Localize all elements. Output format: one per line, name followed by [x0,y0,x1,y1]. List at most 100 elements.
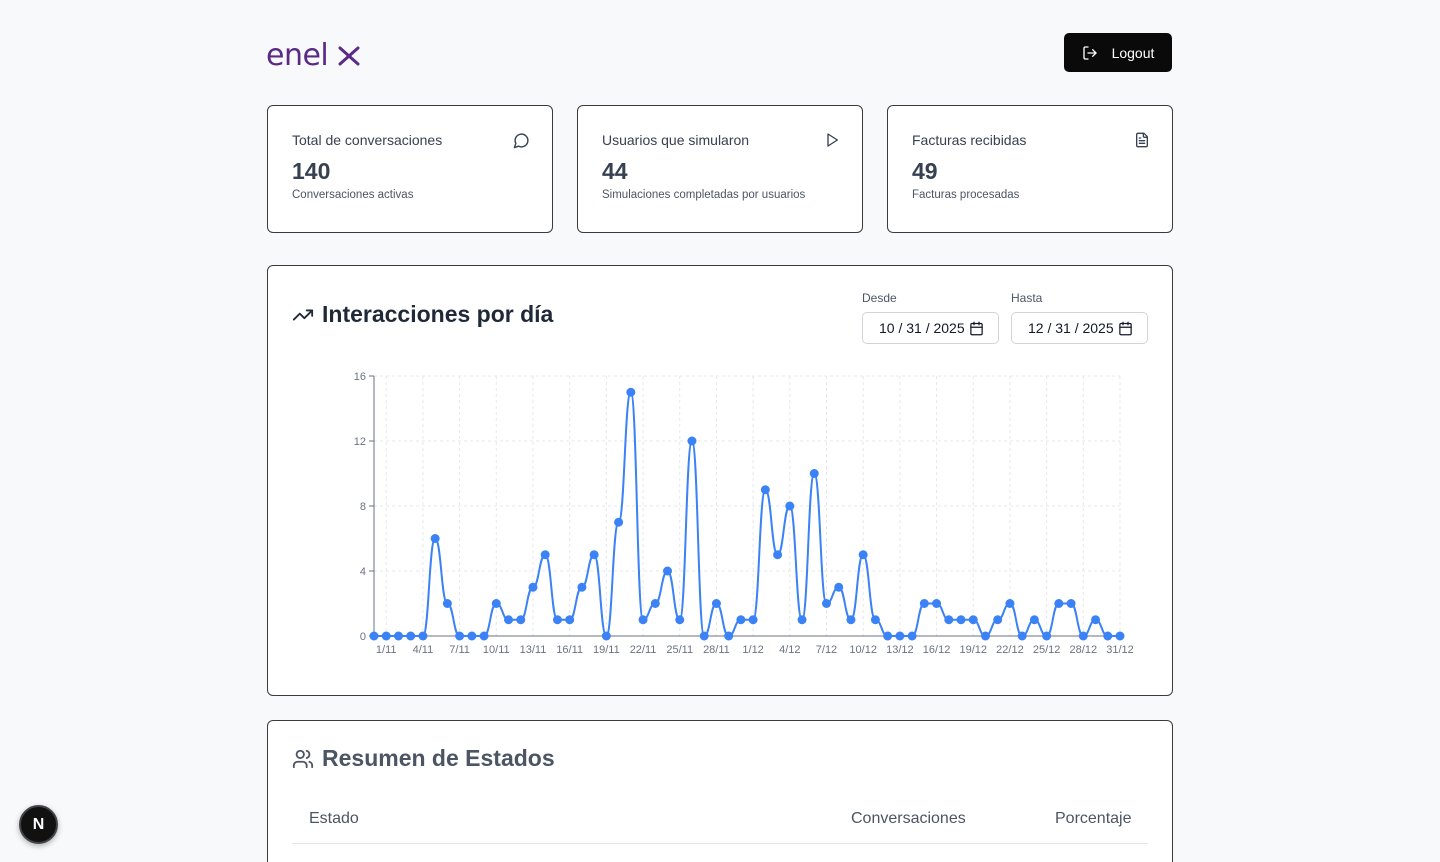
to-date-value: 12 / 31 / 2025 [1028,320,1114,336]
card-title: Total de conversaciones [292,132,443,148]
card-usuarios-simularon: Usuarios que simularon 44 Simulaciones c… [577,105,863,233]
card-value: 44 [602,158,628,184]
x-tick-label: 19/12 [959,644,987,656]
logo-text: enel [266,38,329,73]
card-desc: Facturas procesadas [912,189,1020,201]
to-date-input[interactable]: 12 / 31 / 2025 [1011,312,1148,344]
data-point [1042,631,1052,641]
data-point [479,631,489,641]
data-point [821,599,831,608]
x-tick-label: 16/12 [923,644,951,656]
to-date-group: Hasta 12 / 31 / 2025 [1011,291,1148,344]
x-tick-label: 13/11 [520,644,547,656]
data-point [724,631,734,641]
y-tick-label: 4 [360,566,366,578]
data-point [797,615,807,625]
data-point [504,615,514,625]
data-point [993,615,1003,625]
x-tick-label: 28/11 [703,644,730,656]
data-point [748,615,758,625]
x-tick-label: 25/12 [1033,644,1061,656]
summary-heading: Resumen de Estados [292,745,555,772]
data-point [430,534,440,543]
data-point [1054,599,1064,608]
x-tick-label: 28/12 [1070,644,1098,656]
data-point [1029,615,1039,625]
data-point [393,631,403,641]
data-point [968,615,978,625]
x-tick-label: 22/12 [996,644,1024,656]
data-point [663,566,673,576]
data-point [601,631,611,641]
y-tick-label: 12 [354,436,366,448]
card-facturas-recibidas: Facturas recibidas 49 Facturas procesada… [887,105,1173,233]
data-point [455,631,465,641]
calendar-icon[interactable] [1118,321,1133,336]
column-header-conversaciones[interactable]: Conversaciones [851,810,966,827]
card-desc: Simulaciones completadas por usuarios [602,189,806,201]
card-title: Facturas recibidas [912,132,1027,148]
from-label: Desde [862,291,897,305]
header-divider [292,843,1148,844]
x-tick-label: 4/12 [779,644,800,656]
enel-x-logo: enel [266,38,360,73]
data-point [809,469,819,478]
data-point [1005,599,1015,608]
data-point [491,599,501,608]
interactions-chart-panel: Interacciones por día Desde 10 / 31 / 20… [267,265,1173,696]
nextjs-dev-badge[interactable]: N [19,805,58,844]
from-date-group: Desde 10 / 31 / 2025 [862,291,999,344]
x-tick-label: 1/11 [376,644,397,656]
data-point [528,582,538,592]
badge-letter: N [32,815,45,833]
data-point [381,631,391,641]
data-point [932,599,942,608]
data-point [650,599,660,608]
data-point [1103,631,1113,641]
x-tick-label: 19/11 [593,644,620,656]
data-point [858,550,868,560]
x-tick-label: 10/12 [849,644,877,656]
data-point [1091,615,1101,625]
data-point [675,615,685,625]
data-point [956,615,966,625]
summary-title: Resumen de Estados [322,745,555,771]
card-value: 49 [912,158,938,184]
data-point [1066,599,1076,608]
data-point [773,550,783,560]
x-tick-label: 13/12 [886,644,914,656]
data-point [369,631,379,641]
data-point [565,615,575,625]
data-point [736,615,746,625]
logout-button[interactable]: Logout [1064,33,1172,72]
card-total-conversaciones: Total de conversaciones 140 Conversacion… [267,105,553,233]
x-tick-label: 7/11 [449,644,470,656]
column-header-estado[interactable]: Estado [309,810,359,827]
data-point [944,615,954,625]
data-point [589,550,599,560]
from-date-input[interactable]: 10 / 31 / 2025 [862,312,999,344]
data-point [870,615,880,625]
x-tick-label: 1/12 [742,644,763,656]
data-point [980,631,990,641]
data-point [516,615,526,625]
card-value: 140 [292,158,331,184]
y-tick-label: 16 [354,371,366,383]
data-point [760,485,770,495]
data-point [834,582,844,592]
calendar-icon[interactable] [969,321,984,336]
data-point [883,631,893,641]
data-point [907,631,917,641]
data-point [919,599,929,608]
file-text-icon [1136,132,1148,148]
data-point [846,615,856,625]
data-point [1017,631,1027,641]
column-header-porcentaje[interactable]: Porcentaje [1055,810,1132,827]
message-circle-icon [513,133,529,149]
chart-title: Interacciones por día [322,301,554,327]
data-point [467,631,477,641]
to-label: Hasta [1011,291,1043,305]
log-out-icon [1082,45,1097,60]
data-point [687,436,697,446]
data-point [895,631,905,641]
